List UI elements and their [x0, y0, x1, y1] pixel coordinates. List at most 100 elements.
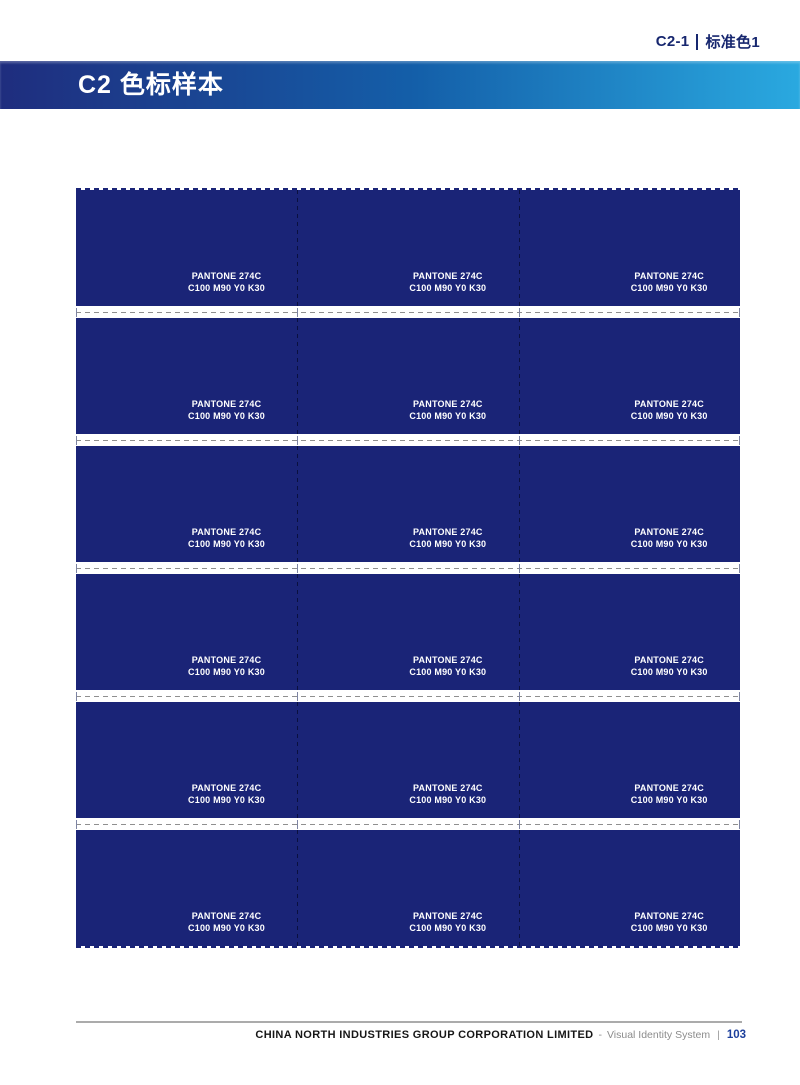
- swatch-row: PANTONE 274C C100 M90 Y0 K30 PANTONE 274…: [76, 190, 740, 306]
- die-cut-vertical-line: [297, 446, 299, 562]
- swatch-label: PANTONE 274C C100 M90 Y0 K30: [409, 527, 486, 550]
- swatch-cell: PANTONE 274C C100 M90 Y0 K30: [76, 574, 297, 690]
- swatch-row: PANTONE 274C C100 M90 Y0 K30 PANTONE 274…: [76, 702, 740, 818]
- swatch-label: PANTONE 274C C100 M90 Y0 K30: [631, 911, 708, 934]
- die-cut-vertical-line: [297, 574, 299, 690]
- swatch-cmyk: C100 M90 Y0 K30: [630, 922, 708, 933]
- swatch-label: PANTONE 274C C100 M90 Y0 K30: [409, 399, 486, 422]
- swatch-cmyk: C100 M90 Y0 K30: [188, 794, 265, 805]
- swatch-pantone: PANTONE 274C: [413, 399, 483, 409]
- die-cut-vertical-line: [518, 574, 520, 690]
- die-cut-vertical-line: [518, 446, 520, 562]
- perf-tick: [739, 308, 740, 317]
- swatch-pantone: PANTONE 274C: [191, 527, 262, 537]
- swatch-cell: PANTONE 274C C100 M90 Y0 K30: [297, 830, 518, 946]
- swatch-pantone: PANTONE 274C: [191, 655, 262, 665]
- swatch-cell: PANTONE 274C C100 M90 Y0 K30: [519, 702, 740, 818]
- swatch-label: PANTONE 274C C100 M90 Y0 K30: [188, 783, 265, 806]
- perf-tick: [76, 692, 77, 701]
- perf-tick: [739, 436, 740, 445]
- swatch-label: PANTONE 274C C100 M90 Y0 K30: [188, 271, 265, 294]
- die-cut-vertical-line: [297, 190, 299, 306]
- swatch-cmyk: C100 M90 Y0 K30: [630, 410, 708, 421]
- perf-tick: [297, 692, 299, 701]
- swatch-pantone: PANTONE 274C: [634, 271, 704, 281]
- title-bar: C2 色标样本: [0, 61, 800, 109]
- footer-dash: -: [598, 1029, 602, 1041]
- swatch-label: PANTONE 274C C100 M90 Y0 K30: [409, 655, 486, 678]
- perf-tick: [518, 692, 520, 701]
- swatch-label: PANTONE 274C C100 M90 Y0 K30: [188, 399, 265, 422]
- swatch-cell: PANTONE 274C C100 M90 Y0 K30: [519, 830, 740, 946]
- perf-tick: [518, 820, 520, 829]
- swatch-row: PANTONE 274C C100 M90 Y0 K30 PANTONE 274…: [76, 830, 740, 946]
- swatch-label: PANTONE 274C C100 M90 Y0 K30: [631, 783, 708, 806]
- swatch-cmyk: C100 M90 Y0 K30: [630, 282, 708, 293]
- swatch-pantone: PANTONE 274C: [634, 527, 704, 537]
- die-cut-vertical-line: [518, 830, 520, 946]
- swatch-cmyk: C100 M90 Y0 K30: [188, 922, 265, 933]
- swatch-cell: PANTONE 274C C100 M90 Y0 K30: [297, 318, 518, 434]
- perf-tick: [76, 564, 77, 573]
- perf-tick: [76, 308, 77, 317]
- die-cut-vertical-line: [518, 702, 520, 818]
- perf-tick: [76, 436, 77, 445]
- swatch-grid: PANTONE 274C C100 M90 Y0 K30 PANTONE 274…: [76, 188, 740, 948]
- swatch-cmyk: C100 M90 Y0 K30: [630, 666, 708, 677]
- swatch-pantone: PANTONE 274C: [413, 527, 483, 537]
- swatch-cmyk: C100 M90 Y0 K30: [409, 794, 487, 805]
- swatch-cell: PANTONE 274C C100 M90 Y0 K30: [76, 318, 297, 434]
- perf-tick: [297, 308, 299, 317]
- section-header: C2-1 标准色1: [656, 31, 760, 52]
- swatch-label: PANTONE 274C C100 M90 Y0 K30: [409, 911, 486, 934]
- perf-tick: [297, 820, 299, 829]
- swatch-cell: PANTONE 274C C100 M90 Y0 K30: [297, 190, 518, 306]
- swatch-pantone: PANTONE 274C: [634, 655, 704, 665]
- swatch-row: PANTONE 274C C100 M90 Y0 K30 PANTONE 274…: [76, 574, 740, 690]
- swatch-cmyk: C100 M90 Y0 K30: [409, 922, 487, 933]
- perf-tick: [739, 820, 740, 829]
- swatch-label: PANTONE 274C C100 M90 Y0 K30: [188, 911, 265, 934]
- swatch-cell: PANTONE 274C C100 M90 Y0 K30: [519, 190, 740, 306]
- swatch-pantone: PANTONE 274C: [413, 783, 483, 793]
- swatch-pantone: PANTONE 274C: [413, 911, 483, 921]
- swatch-pantone: PANTONE 274C: [191, 399, 262, 409]
- swatch-cell: PANTONE 274C C100 M90 Y0 K30: [297, 574, 518, 690]
- perf-tick: [518, 564, 520, 573]
- perforation-line: [76, 564, 740, 573]
- page-number: 103: [726, 1029, 746, 1041]
- perf-tick: [518, 308, 520, 317]
- swatch-cmyk: C100 M90 Y0 K30: [630, 794, 708, 805]
- footer-company: CHINA NORTH INDUSTRIES GROUP CORPORATION…: [255, 1029, 594, 1041]
- swatch-label: PANTONE 274C C100 M90 Y0 K30: [631, 271, 708, 294]
- die-cut-vertical-line: [297, 830, 299, 946]
- section-code: C2-1: [655, 33, 690, 50]
- footer: CHINA NORTH INDUSTRIES GROUP CORPORATION…: [255, 1029, 746, 1041]
- swatch-cmyk: C100 M90 Y0 K30: [409, 666, 487, 677]
- swatch-cell: PANTONE 274C C100 M90 Y0 K30: [76, 702, 297, 818]
- swatch-row: PANTONE 274C C100 M90 Y0 K30 PANTONE 274…: [76, 446, 740, 562]
- swatch-pantone: PANTONE 274C: [191, 783, 262, 793]
- footer-pipe: |: [717, 1029, 720, 1041]
- swatch-label: PANTONE 274C C100 M90 Y0 K30: [631, 655, 708, 678]
- swatch-label: PANTONE 274C C100 M90 Y0 K30: [409, 271, 486, 294]
- swatch-pantone: PANTONE 274C: [634, 911, 704, 921]
- swatch-cmyk: C100 M90 Y0 K30: [409, 538, 487, 549]
- section-divider: [696, 33, 699, 50]
- die-cut-top-edge: [76, 188, 740, 190]
- swatch-pantone: PANTONE 274C: [191, 911, 262, 921]
- footer-system-name: Visual Identity System: [606, 1029, 711, 1041]
- swatch-pantone: PANTONE 274C: [413, 271, 483, 281]
- swatch-pantone: PANTONE 274C: [413, 655, 483, 665]
- swatch-cell: PANTONE 274C C100 M90 Y0 K30: [76, 830, 297, 946]
- swatch-label: PANTONE 274C C100 M90 Y0 K30: [631, 527, 708, 550]
- perforation-line: [76, 820, 740, 829]
- die-cut-vertical-line: [297, 702, 299, 818]
- swatch-cell: PANTONE 274C C100 M90 Y0 K30: [519, 318, 740, 434]
- swatch-cmyk: C100 M90 Y0 K30: [409, 410, 487, 421]
- perforation-line: [76, 308, 740, 317]
- swatch-cmyk: C100 M90 Y0 K30: [630, 538, 708, 549]
- swatch-label: PANTONE 274C C100 M90 Y0 K30: [631, 399, 708, 422]
- perf-tick: [739, 692, 740, 701]
